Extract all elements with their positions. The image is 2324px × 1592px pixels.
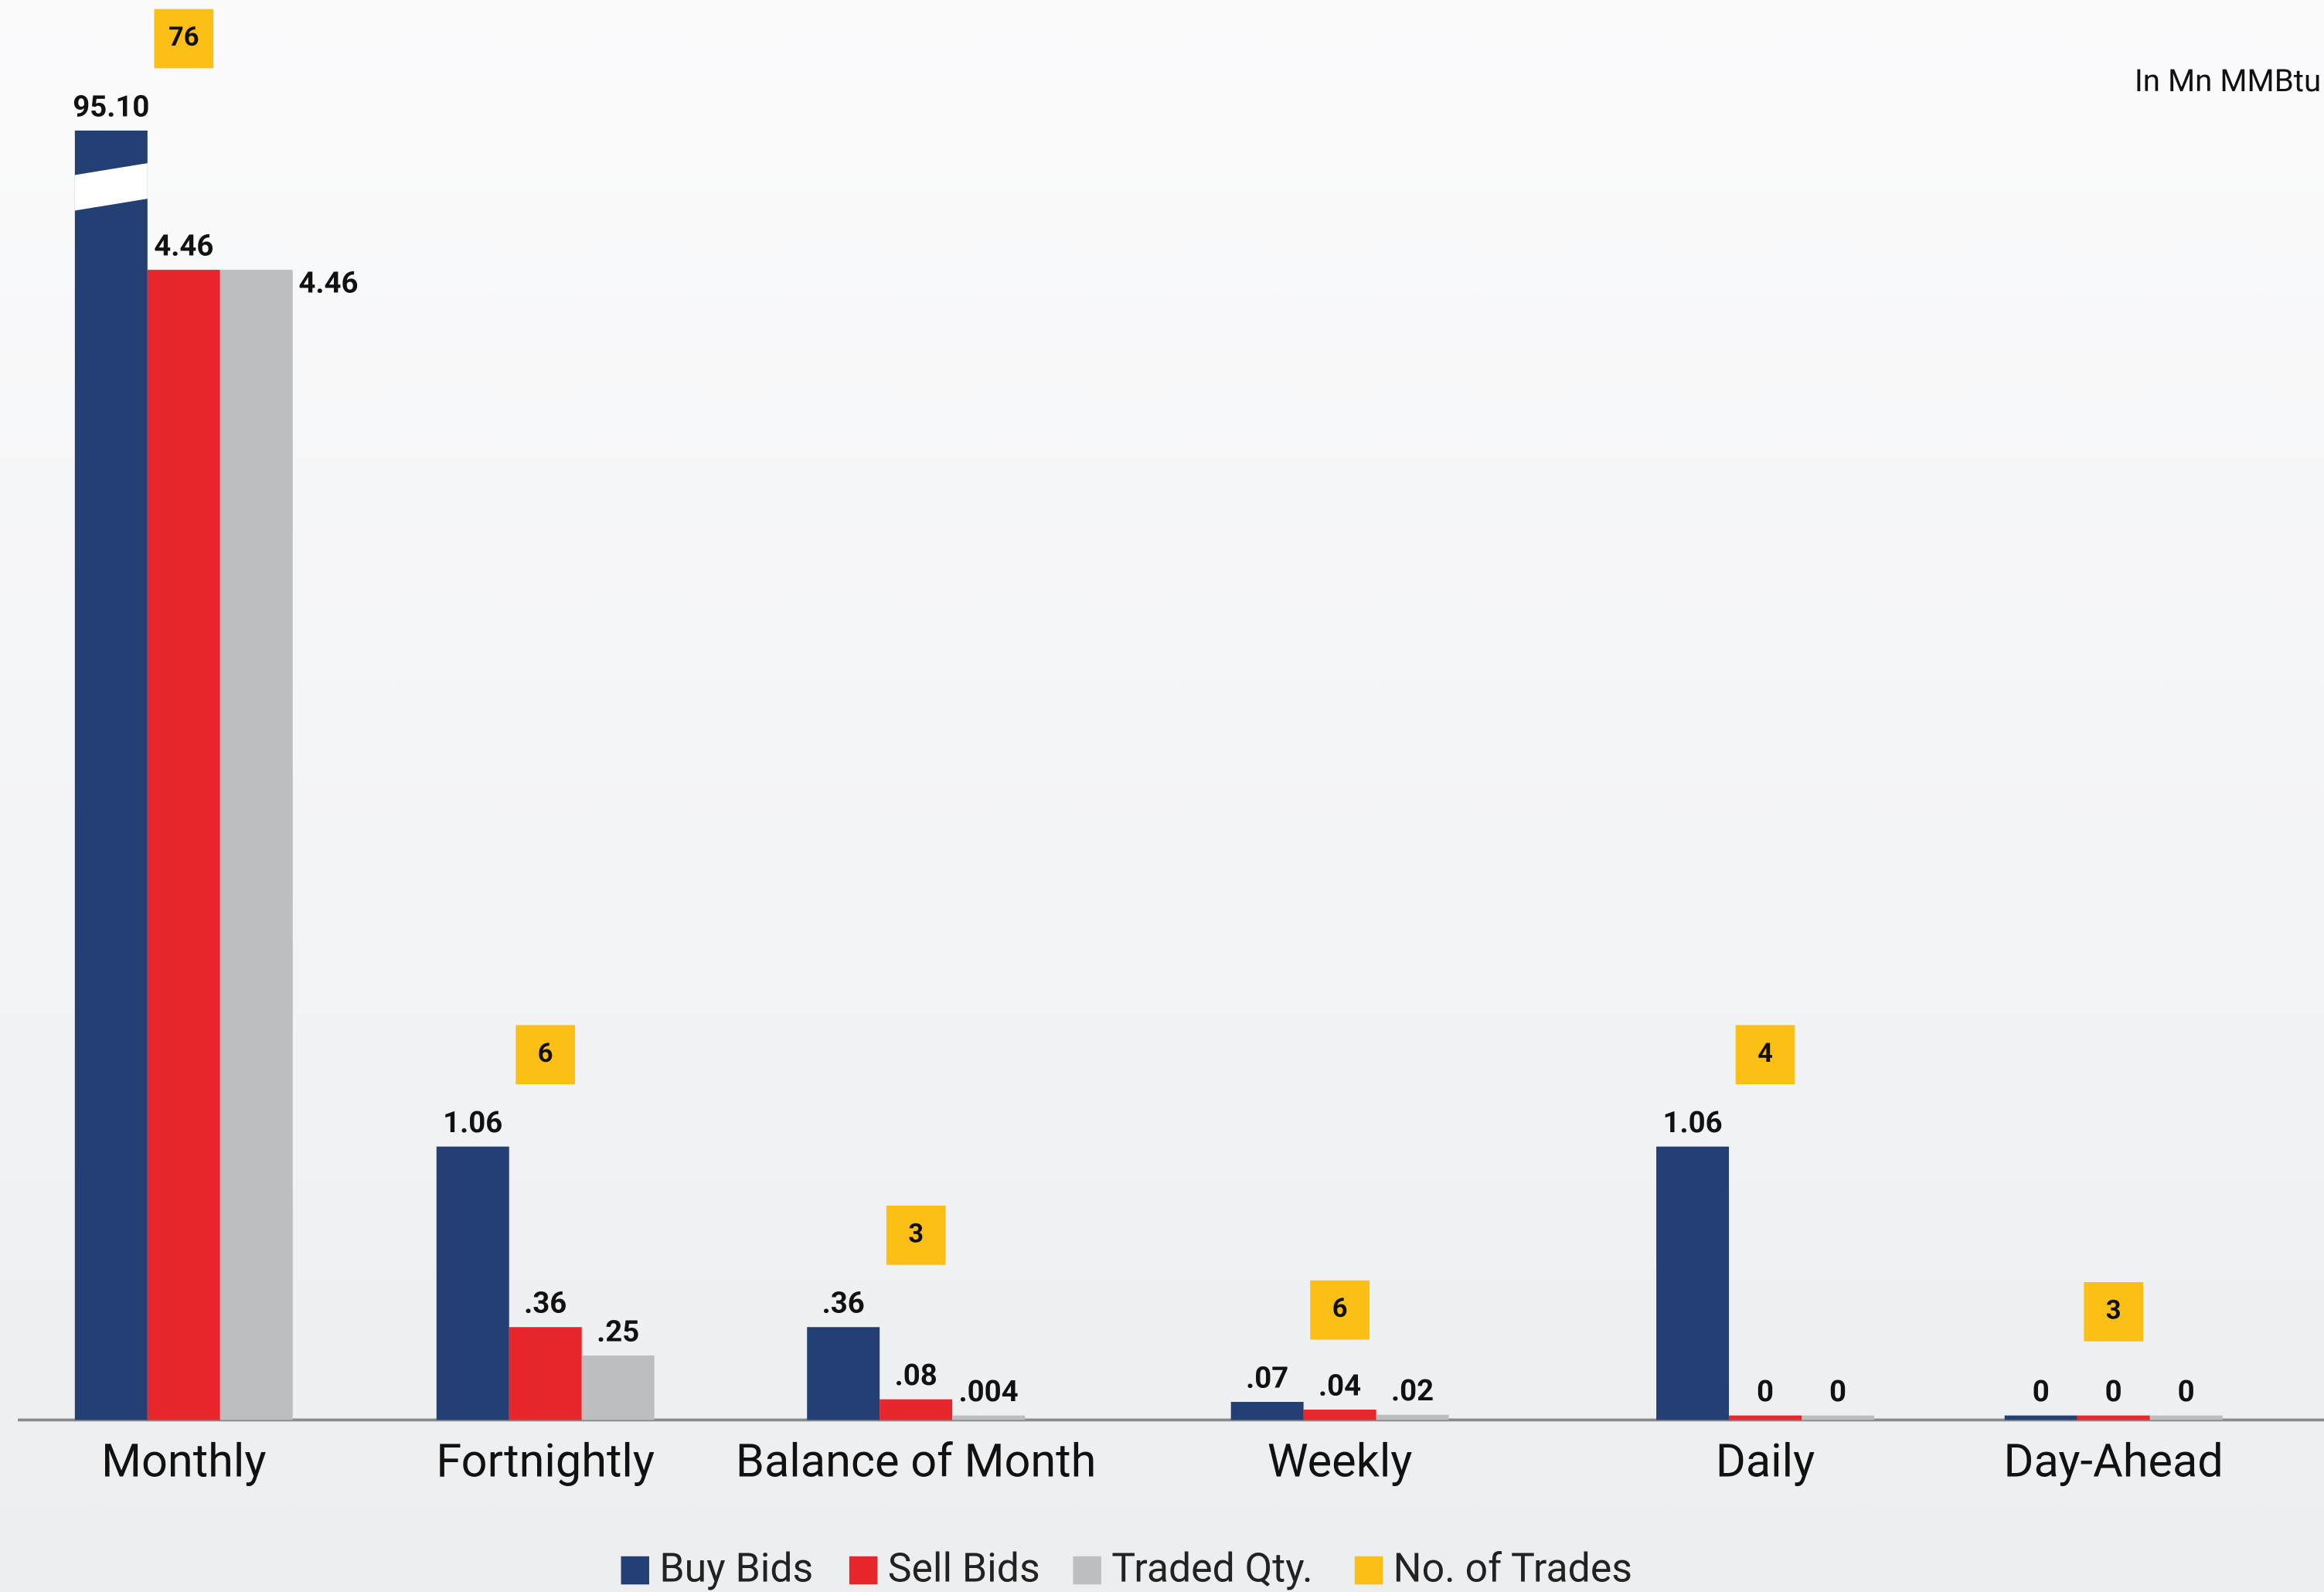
data-label: 1.06 <box>1662 1105 1722 1140</box>
bar <box>1729 1415 1802 1420</box>
legend-swatch <box>1073 1556 1101 1585</box>
bar <box>509 1327 582 1420</box>
trades-box <box>1310 1280 1370 1340</box>
data-label: 1.06 <box>443 1105 502 1140</box>
bar <box>807 1327 880 1420</box>
x-tick-label: Monthly <box>101 1434 266 1488</box>
x-tick-label: Balance of Month <box>736 1434 1096 1488</box>
legend-label: No. of Trades <box>1393 1545 1632 1592</box>
bar <box>74 130 148 1420</box>
unit-label: In Mn MMBtu <box>2135 63 2321 99</box>
data-label: 95.10 <box>73 89 149 124</box>
bar <box>219 270 293 1420</box>
bar <box>147 270 220 1420</box>
bar <box>2004 1415 2077 1420</box>
trades-box <box>1735 1025 1795 1085</box>
trades-label: 76 <box>168 22 199 53</box>
bar <box>2149 1415 2223 1420</box>
data-label: 0 <box>2033 1374 2050 1409</box>
bar <box>1303 1410 1376 1420</box>
data-label: .02 <box>1391 1373 1434 1408</box>
trades-label: 3 <box>908 1218 924 1249</box>
trades-box <box>515 1025 576 1085</box>
legend-swatch <box>849 1556 878 1585</box>
axis-break <box>74 163 148 211</box>
trades-box <box>2084 1282 2144 1342</box>
trades-label: 4 <box>1757 1038 1773 1069</box>
trades-label: 6 <box>538 1038 553 1069</box>
legend-swatch <box>1354 1556 1383 1585</box>
trades-box <box>154 9 214 69</box>
data-label: .36 <box>822 1286 865 1321</box>
data-label: .07 <box>1246 1360 1288 1395</box>
legend-label: Traded Qty. <box>1111 1545 1312 1592</box>
x-tick-label: Daily <box>1716 1434 1815 1488</box>
data-label: 4.46 <box>298 265 358 300</box>
bar <box>1802 1415 1874 1420</box>
bar <box>1230 1402 1304 1420</box>
x-tick-label: Day-Ahead <box>2004 1434 2224 1488</box>
legend-label: Buy Bids <box>659 1545 813 1592</box>
data-label: 0 <box>1829 1374 1846 1409</box>
bar <box>1656 1146 1730 1420</box>
bar <box>880 1399 953 1420</box>
data-label: 0 <box>2178 1374 2195 1409</box>
legend-swatch <box>621 1556 649 1585</box>
trades-label: 3 <box>2106 1294 2122 1325</box>
data-label: 4.46 <box>154 228 213 263</box>
bar <box>2077 1415 2150 1420</box>
legend-label: Sell Bids <box>888 1545 1040 1592</box>
trades-label: 6 <box>1332 1293 1348 1324</box>
bar <box>1376 1414 1449 1420</box>
data-label: .004 <box>959 1374 1019 1409</box>
data-label: .08 <box>895 1358 937 1393</box>
bar <box>581 1355 655 1420</box>
bar <box>436 1146 509 1420</box>
x-tick-label: Weekly <box>1267 1434 1413 1488</box>
data-label: 0 <box>1757 1374 1774 1409</box>
data-label: .36 <box>524 1286 567 1321</box>
data-label: .25 <box>597 1314 639 1349</box>
data-label: 0 <box>2105 1374 2122 1409</box>
trades-box <box>886 1205 946 1265</box>
x-tick-label: Fortnightly <box>436 1434 655 1488</box>
data-label: .04 <box>1319 1368 1361 1403</box>
bar <box>952 1415 1026 1420</box>
